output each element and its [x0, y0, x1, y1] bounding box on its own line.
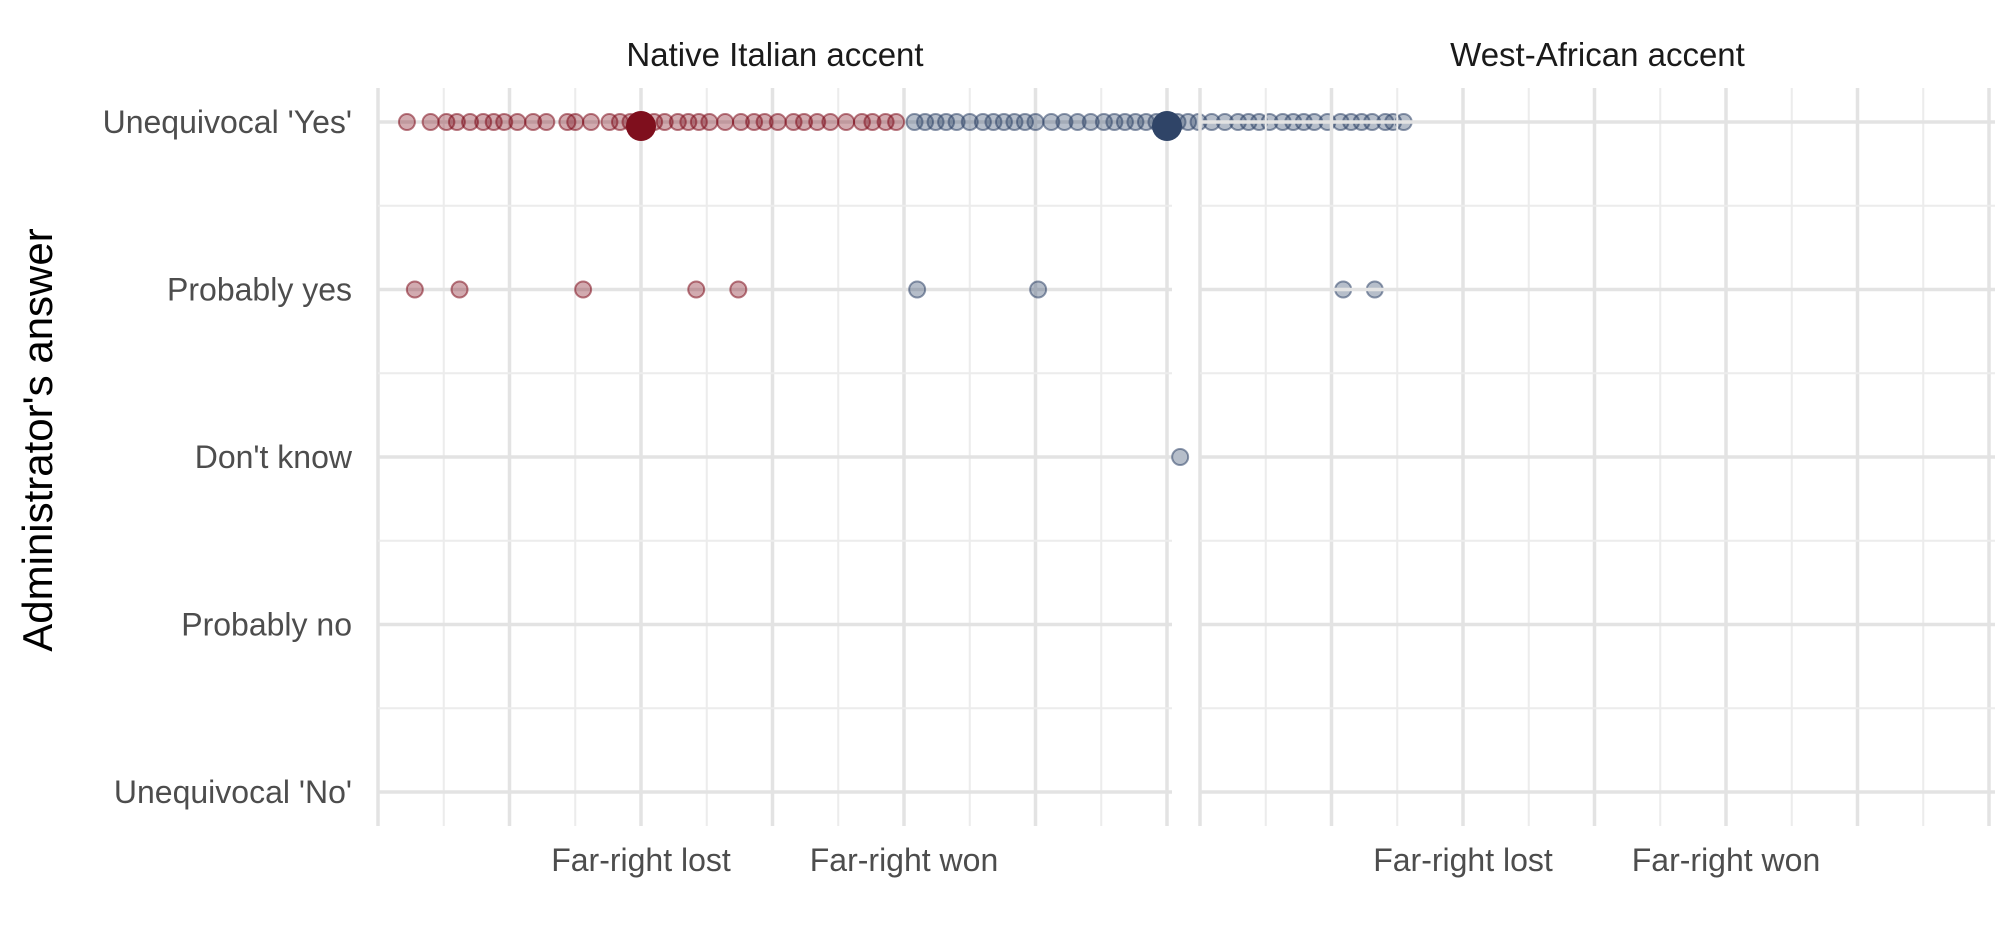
data-point	[1068, 113, 1087, 131]
data-point	[729, 280, 748, 299]
facet-title-native-italian: Native Italian accent	[626, 36, 923, 73]
data-point	[574, 280, 593, 299]
data-point	[755, 113, 774, 131]
x-tick-label: Far-right lost	[551, 842, 731, 878]
facet-marks	[397, 111, 1413, 466]
x-tick-label: Far-right won	[1632, 842, 1821, 878]
data-point	[421, 113, 440, 131]
data-point	[863, 113, 882, 131]
x-tick-label: Far-right won	[810, 842, 999, 878]
data-point	[947, 113, 966, 131]
group-mean-point	[1152, 111, 1182, 141]
y-tick-label: Unequivocal 'Yes'	[103, 104, 352, 140]
y-tick-label: Probably yes	[167, 272, 352, 308]
data-point	[1081, 113, 1100, 131]
data-point	[716, 113, 735, 131]
data-point	[960, 113, 979, 131]
data-point	[508, 113, 527, 131]
x-tick-label: Far-right lost	[1373, 842, 1553, 878]
facet-grid	[376, 88, 1172, 826]
data-point	[524, 113, 543, 131]
data-point	[447, 113, 466, 131]
data-point	[700, 113, 719, 131]
group-mean-point	[626, 111, 656, 141]
data-point	[461, 113, 480, 131]
facet-grid	[1198, 88, 1995, 826]
data-point	[582, 113, 601, 131]
x-axis-tick-labels: Far-right lost Far-right won Far-right los…	[551, 842, 1820, 878]
data-point	[1171, 448, 1190, 466]
data-point	[808, 113, 827, 131]
data-point	[1026, 113, 1045, 131]
data-point	[397, 113, 416, 131]
facet-panel-native-italian: Native Italian accent	[376, 36, 1413, 826]
data-point	[450, 280, 469, 299]
data-point	[837, 113, 856, 131]
data-point	[687, 280, 706, 299]
data-point	[537, 113, 556, 131]
data-point	[768, 113, 787, 131]
data-point	[821, 113, 840, 131]
data-point	[795, 113, 814, 131]
data-point	[655, 113, 674, 131]
y-axis-title: Administrator's answer	[14, 228, 61, 652]
facet-title-west-african: West-African accent	[1450, 36, 1745, 73]
data-point	[1029, 280, 1048, 299]
facet-panel-west-african: West-African accent	[1198, 36, 1995, 826]
data-point	[1042, 113, 1061, 131]
data-point	[731, 113, 750, 131]
y-axis-tick-labels: Unequivocal 'No' Probably no Don't know Pro…	[103, 104, 353, 810]
data-point	[405, 280, 424, 299]
data-point	[1055, 113, 1074, 131]
y-tick-label: Probably no	[181, 607, 352, 643]
data-point	[887, 113, 906, 131]
y-tick-label: Unequivocal 'No'	[114, 774, 352, 810]
data-point	[566, 113, 585, 131]
y-tick-label: Don't know	[195, 439, 353, 475]
data-point	[908, 280, 927, 299]
data-point	[495, 113, 514, 131]
